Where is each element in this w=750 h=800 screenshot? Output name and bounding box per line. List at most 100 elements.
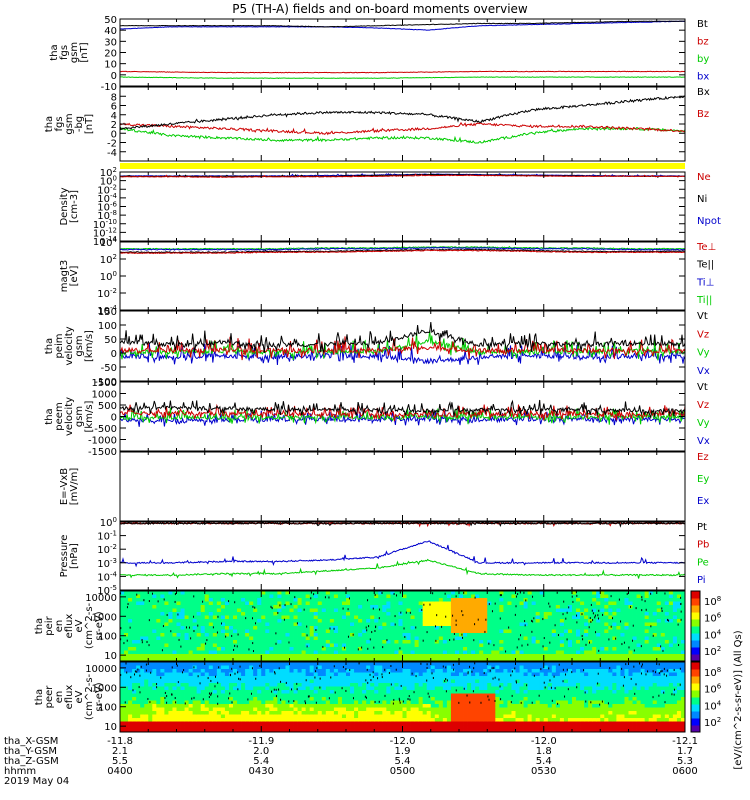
spectrogram-cell — [374, 626, 379, 630]
y-tick-label: 10-5 — [97, 584, 117, 597]
spectrogram-cell — [265, 721, 270, 726]
spectrogram-cell — [261, 700, 266, 705]
spectrogram-cell — [301, 728, 307, 733]
spectrogram-cell — [479, 657, 484, 662]
spectrogram-cell — [321, 594, 327, 599]
y-axis-label: fgs — [59, 45, 70, 60]
spectrogram-cell — [148, 657, 153, 662]
spectrogram-cell — [572, 640, 577, 644]
spectrogram-cell — [180, 601, 185, 606]
spectrogram-cell — [277, 714, 282, 719]
spectrogram-cell — [245, 657, 250, 662]
spectrogram-cell — [358, 640, 363, 644]
spectrogram-speckle — [435, 639, 437, 642]
spectrogram-cell — [241, 700, 246, 705]
spectrogram-cell — [572, 643, 577, 648]
spectrogram-cell — [402, 612, 407, 616]
spectrogram-cell — [253, 636, 258, 641]
spectrogram-cell — [237, 643, 242, 648]
spectrogram-cell — [362, 676, 367, 680]
spectrogram-cell — [265, 654, 270, 658]
spectrogram-cell — [281, 676, 286, 680]
spectrogram-cell — [426, 598, 432, 602]
spectrogram-cell — [313, 626, 319, 630]
spectrogram-cell — [632, 612, 637, 616]
spectrogram-cell — [503, 591, 508, 595]
spectrogram-cell — [592, 629, 597, 634]
spectrogram-cell — [632, 619, 637, 623]
spectrogram-cell — [535, 657, 541, 662]
spectrogram-cell — [350, 598, 355, 602]
spectrogram-cell — [358, 700, 363, 705]
spectrogram-cell — [604, 629, 609, 634]
spectrogram-cell — [402, 636, 407, 641]
spectrogram-cell — [297, 594, 303, 599]
spectrogram-cell — [362, 665, 367, 670]
spectrogram-cell — [459, 633, 464, 637]
spectrogram-cell — [559, 594, 565, 599]
spectrogram-cell — [124, 601, 129, 606]
spectrogram-cell — [434, 647, 440, 651]
spectrogram-cell — [475, 657, 480, 662]
spectrogram-cell — [580, 594, 585, 599]
spectrogram-cell — [616, 647, 621, 651]
spectrogram-cell — [475, 640, 480, 644]
spectrogram-cell — [600, 643, 605, 648]
spectrogram-cell — [680, 647, 686, 651]
spectrogram-speckle — [576, 614, 578, 617]
spectrogram-cell — [374, 612, 379, 616]
spectrogram-cell — [539, 647, 545, 651]
spectrogram-cell — [257, 693, 262, 698]
spectrogram-cell — [297, 697, 303, 701]
spectrogram-cell — [301, 591, 307, 595]
spectrogram-cell — [241, 669, 246, 673]
spectrogram-cell — [281, 669, 286, 673]
spectrogram-cell — [567, 622, 573, 627]
spectrogram-cell — [523, 601, 529, 606]
spectrogram-cell — [176, 662, 181, 666]
spectrogram-cell — [301, 598, 307, 602]
spectrogram-speckle — [543, 637, 545, 640]
spectrogram-cell — [535, 612, 541, 616]
spectrogram-cell — [680, 598, 686, 602]
spectrogram-cell — [567, 594, 573, 599]
spectrogram-cell — [277, 626, 282, 630]
spectrogram-cell — [273, 704, 278, 708]
spectrogram-cell — [237, 615, 242, 620]
spectrogram-cell — [224, 636, 230, 641]
spectrogram-cell — [204, 707, 210, 712]
spectrogram-cell — [313, 636, 319, 641]
spectrogram-cell — [511, 636, 516, 641]
spectrogram-cell — [672, 612, 678, 616]
spectrogram-cell — [680, 657, 686, 662]
spectrogram-cell — [434, 619, 440, 623]
spectrogram-cell — [253, 615, 258, 620]
spectrogram-speckle — [519, 591, 521, 594]
spectrogram-cell — [184, 693, 190, 698]
spectrogram-cell — [196, 683, 202, 687]
spectrogram-cell — [600, 650, 605, 655]
spectrogram-cell — [616, 598, 621, 602]
spectrogram-cell — [354, 657, 359, 662]
spectrogram-cell — [321, 728, 327, 733]
spectrogram-cell — [172, 686, 177, 691]
spectrogram-cell — [241, 704, 246, 708]
spectrogram-cell — [523, 622, 529, 627]
spectrogram-speckle — [488, 642, 490, 645]
spectrogram-cell — [208, 612, 214, 616]
spectrogram-cell — [228, 619, 234, 623]
spectrogram-speckle — [680, 602, 682, 605]
spectrogram-speckle — [365, 626, 367, 629]
spectrogram-cell — [176, 665, 181, 670]
spectrogram-cell — [680, 605, 686, 609]
spectrogram-cell — [216, 707, 222, 712]
spectrogram-cell — [680, 650, 686, 655]
spectrogram-cell — [580, 643, 585, 648]
spectrogram-cell — [620, 633, 625, 637]
spectrogram-cell — [180, 693, 185, 698]
y-tick-label: 100 — [100, 175, 117, 188]
spectrogram-cell — [124, 612, 129, 616]
spectrogram-cell — [644, 612, 650, 616]
spectrogram-cell — [608, 608, 613, 613]
spectrogram-cell — [668, 626, 674, 630]
